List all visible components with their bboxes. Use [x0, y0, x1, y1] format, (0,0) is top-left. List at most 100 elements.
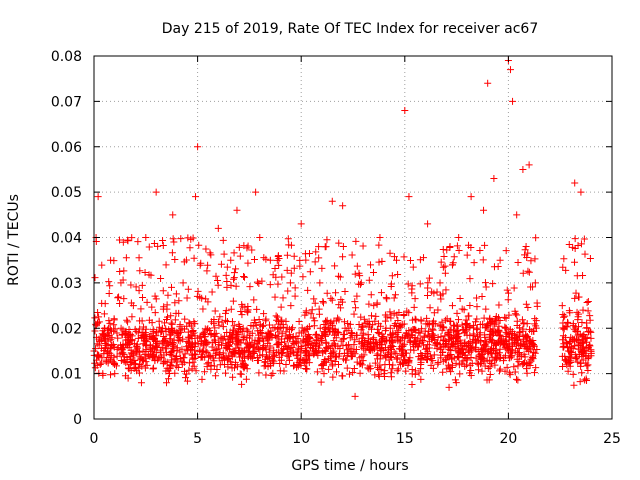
y-tick-label: 0.08: [51, 49, 82, 65]
data-point: [199, 305, 207, 313]
data-point: [301, 347, 309, 355]
data-point: [104, 337, 112, 345]
data-point: [527, 346, 535, 354]
data-point: [247, 353, 255, 361]
data-point: [262, 371, 270, 379]
data-point: [287, 269, 295, 277]
data-point: [339, 243, 347, 251]
data-point: [433, 288, 441, 296]
data-point: [182, 256, 190, 264]
data-point: [411, 315, 419, 323]
data-point: [581, 250, 589, 258]
data-point: [173, 356, 181, 364]
data-point: [523, 369, 531, 377]
data-point: [584, 307, 592, 315]
data-point: [248, 246, 256, 254]
data-point: [106, 345, 114, 353]
data-point: [204, 261, 212, 269]
data-point: [416, 256, 424, 264]
data-point: [583, 362, 591, 370]
data-point: [574, 313, 582, 321]
data-point: [241, 273, 249, 281]
data-point: [145, 316, 153, 324]
data-point: [294, 351, 302, 359]
data-point: [587, 346, 595, 354]
data-point: [134, 364, 142, 372]
data-point: [495, 314, 503, 322]
data-point: [496, 367, 504, 375]
data-point: [506, 326, 514, 334]
data-point: [487, 360, 495, 368]
data-point: [221, 333, 229, 341]
data-point: [473, 324, 481, 332]
data-point: [219, 323, 227, 331]
data-point: [458, 350, 466, 358]
data-point: [424, 341, 432, 349]
data-point: [112, 362, 120, 370]
data-point: [243, 307, 251, 315]
data-point: [349, 368, 357, 376]
data-point: [519, 269, 527, 277]
data-point: [504, 296, 512, 304]
data-point: [214, 345, 222, 353]
data-point: [250, 296, 258, 304]
data-point: [255, 369, 263, 377]
data-point: [570, 381, 578, 389]
data-point: [247, 341, 255, 349]
data-point: [328, 296, 336, 304]
data-point: [439, 323, 447, 331]
data-point: [445, 363, 453, 371]
data-point: [423, 345, 431, 353]
data-point: [304, 331, 312, 339]
data-point: [252, 321, 260, 329]
data-point: [243, 326, 251, 334]
data-point: [457, 347, 465, 355]
data-point: [424, 220, 432, 228]
data-point: [278, 330, 286, 338]
data-point: [170, 238, 178, 246]
data-point: [449, 335, 457, 343]
data-point: [124, 364, 132, 372]
data-point: [287, 326, 295, 334]
data-point: [425, 332, 433, 340]
data-point: [225, 341, 233, 349]
data-point: [136, 353, 144, 361]
data-point: [256, 346, 264, 354]
data-point: [369, 346, 377, 354]
data-point: [241, 360, 249, 368]
data-point: [123, 333, 131, 341]
data-point: [238, 311, 246, 319]
data-point: [423, 314, 431, 322]
data-point: [295, 317, 303, 325]
data-point: [227, 332, 235, 340]
data-point: [402, 359, 410, 367]
data-point: [573, 272, 581, 280]
data-point: [188, 343, 196, 351]
data-point: [502, 324, 510, 332]
data-point: [210, 315, 218, 323]
data-point: [358, 343, 366, 351]
data-point: [506, 371, 514, 379]
data-point: [483, 376, 491, 384]
data-point: [486, 371, 494, 379]
data-point: [574, 331, 582, 339]
data-point: [191, 340, 199, 348]
data-point: [152, 295, 160, 303]
data-point: [235, 243, 243, 251]
data-point: [142, 341, 150, 349]
data-point: [95, 352, 103, 360]
data-point: [190, 254, 198, 262]
data-point: [358, 334, 366, 342]
data-point: [370, 345, 378, 353]
data-point: [232, 265, 240, 273]
data-point: [524, 249, 532, 257]
data-point: [267, 327, 275, 335]
data-point: [272, 312, 280, 320]
x-tick-label: 25: [603, 431, 621, 447]
data-point: [147, 333, 155, 341]
data-point: [339, 202, 347, 210]
data-point: [242, 339, 250, 347]
data-point: [359, 329, 367, 337]
data-point: [234, 330, 242, 338]
data-point: [437, 354, 445, 362]
